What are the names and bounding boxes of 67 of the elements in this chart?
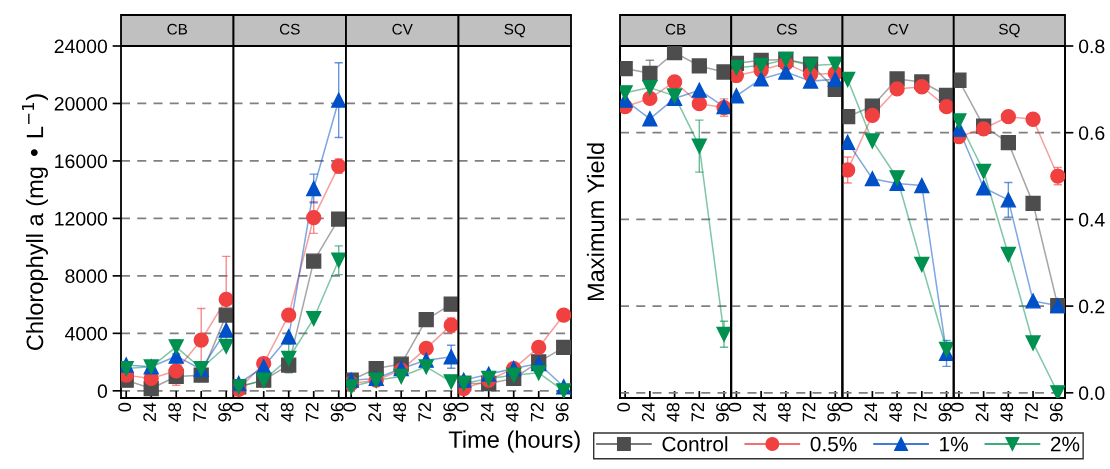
x-tick-label: 96 [716,402,729,422]
y2-tick-label: 0.2 [1078,299,1105,314]
x-tick-label: 48 [505,402,519,422]
x-tick-label: 72 [802,403,816,422]
x-tick-label: 24 [143,402,156,422]
x-tick-label: 96 [330,402,344,422]
y2-tick-label: 0.0 [1078,386,1105,401]
x-tick-label: 0 [343,402,357,412]
legend-label: 2% [1050,436,1080,452]
y-axis-title: Chlorophyll a (mg • L$^{−1}$) [21,94,48,350]
x-tick-label: 24 [864,402,878,422]
x-tick-label: 96 [555,402,569,422]
chart-title: CB [167,23,188,35]
x-tick-label: 0 [455,402,469,412]
x-tick-label: 24 [480,402,494,422]
x-tick-label: 96 [443,402,457,422]
y-tick-label: 8000 [65,269,108,284]
y-tick-label: 20000 [54,96,108,111]
x-tick-label: 48 [889,402,902,422]
chart-title: CS [777,23,797,35]
x-tick-label: 72 [305,403,319,422]
x-tick-label: 72 [418,403,431,422]
y-tick-label: 24000 [54,39,108,54]
x-tick-label: 48 [777,402,791,422]
x-tick-label: 24 [255,402,269,422]
x-tick-label: 72 [913,403,927,422]
x-tick-label: 48 [393,402,407,422]
chart-title: CV [888,23,909,35]
x-tick-label: 48 [168,402,182,422]
x-tick-label: 0 [728,402,742,412]
y-tick-label: 16000 [55,154,108,169]
y-tick-label: 0 [97,384,108,399]
x-tick-label: 96 [1049,402,1063,422]
x-tick-label: 72 [1025,403,1038,422]
chart-title: CS [279,23,300,35]
chart-title: SQ [999,23,1020,38]
y2-tick-label: 0.8 [1078,39,1105,54]
x-tick-label: 24 [368,402,381,422]
x-tick-label: 0 [230,402,244,412]
x-tick-label: 0 [118,402,132,412]
chart-title: CB [665,23,686,35]
x-tick-label: 24 [753,402,766,422]
x-tick-label: 48 [1000,402,1014,422]
x-tick-label: 24 [975,402,989,422]
y2-tick-label: 0.6 [1078,126,1105,140]
x-axis-title: Time (hours) [448,430,580,453]
x-tick-label: 0 [617,402,630,412]
x-tick-label: 96 [218,402,232,422]
x-tick-label: 0 [839,402,853,412]
x-tick-label: 48 [666,402,680,422]
legend-label: 0.5% [810,436,857,452]
x-tick-label: 72 [530,403,544,422]
x-tick-label: 72 [193,403,206,422]
x-tick-label: 48 [280,402,294,422]
legend-label: Control [662,436,728,452]
legend-label: 1% [940,436,968,452]
y-tick-label: 4000 [65,326,108,341]
y-axis-title: Maximum Yield [586,143,605,301]
chart-title: SQ [504,23,526,38]
chart-title: CV [392,23,413,35]
x-tick-label: 96 [827,402,841,422]
x-tick-label: 96 [938,402,952,422]
x-tick-label: 0 [950,402,964,412]
y2-tick-label: 0.4 [1078,212,1105,227]
x-tick-label: 72 [691,403,704,422]
x-tick-label: 24 [641,402,655,422]
y-tick-label: 12000 [55,211,108,226]
